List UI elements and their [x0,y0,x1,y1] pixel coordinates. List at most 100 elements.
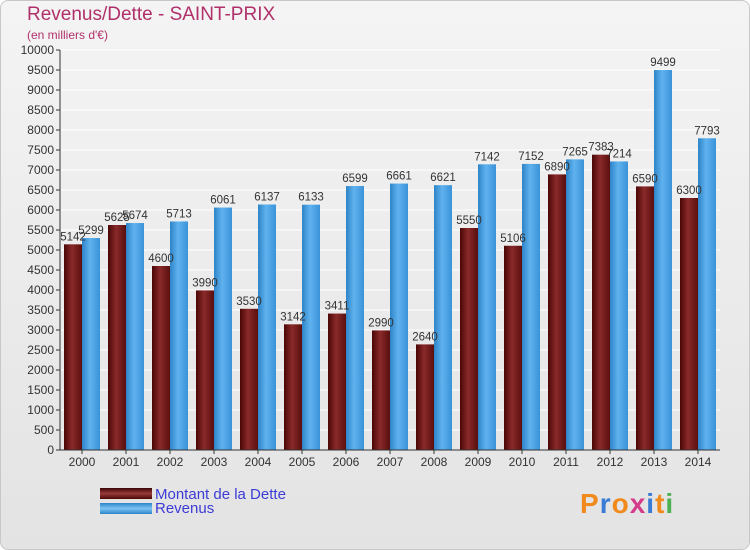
x-tick-label: 2003 [201,455,228,469]
x-tick-label: 2007 [377,455,404,469]
bar-revenus-label: 6661 [386,171,412,183]
bar-dette [680,198,698,450]
bar-dette [284,324,302,450]
x-tick-label: 2013 [641,455,668,469]
bar-revenus [566,159,584,450]
bar-dette [328,313,346,450]
bar-dette-label: 6590 [632,173,658,185]
bar-revenus-label: 7214 [606,148,632,160]
logo-letter: r [599,488,612,519]
bar-dette [240,308,258,450]
y-tick-label: 5500 [27,223,54,237]
bar-revenus-label: 7793 [694,125,720,137]
logo-letter: i [646,488,656,519]
y-tick-label: 0 [47,443,54,457]
bar-dette [548,174,566,450]
bar-revenus [170,221,188,450]
bar-revenus [214,207,232,450]
legend-swatch-dette [100,488,152,499]
axes: 0 500 1000 1500 2000 2500 3000 3500 4000 4500 5000… [21,43,720,469]
proxiti-logo: Proxiti [580,488,674,520]
bar-dette [372,330,390,450]
bar-revenus-label: 6599 [342,173,368,185]
bar-dette [196,290,214,450]
bar-dette-label: 2640 [412,331,438,343]
bar-revenus [302,204,320,450]
bar-revenus [522,163,540,451]
legend-label-dette: Montant de la Dette [155,486,286,503]
y-tick-label: 8000 [27,123,54,137]
x-tick-label: 2014 [685,455,712,469]
y-tick-label: 1000 [27,403,54,417]
bar-revenus [390,183,408,450]
bar-revenus [434,185,452,450]
bar-revenus-label: 6061 [210,195,236,207]
bar-revenus [610,161,628,450]
bar-dette [504,245,522,450]
bar-revenus-label: 6133 [298,192,324,204]
x-tick-label: 2008 [421,455,448,469]
bar-dette [636,186,654,450]
bar-dette [108,225,126,450]
bar-revenus [346,186,364,451]
legend: Montant de la Dette Revenus [100,486,286,517]
bar-revenus-label: 7142 [474,151,500,163]
bar-revenus [478,164,496,450]
x-tick-label: 2012 [597,455,624,469]
bar-revenus-label: 9499 [650,57,676,69]
y-tick-label: 10000 [21,43,55,57]
bar-dette-label: 5625 [104,212,130,224]
bar-revenus-label: 5674 [122,210,148,222]
y-tick-label: 6500 [27,183,54,197]
logo-letter: x [629,488,647,519]
bar-dette-label: 3530 [236,296,262,308]
x-tick-label: 2009 [465,455,492,469]
x-tick-label: 2011 [553,455,579,469]
y-tick-label: 8500 [27,103,54,117]
bar-revenus-label: 5713 [166,208,192,220]
y-tick-label: 5000 [27,243,54,257]
bar-dette [460,228,478,450]
bar-revenus [258,204,276,450]
bar-dette-label: 6300 [676,185,702,197]
bar-dette-label: 4600 [148,253,174,265]
y-tick-label: 7000 [27,163,54,177]
logo-letter: P [580,488,600,519]
bar-revenus [126,223,144,450]
y-tick-label: 7500 [27,143,54,157]
bar-dette [592,154,610,450]
y-tick-label: 2500 [27,343,54,357]
legend-label-revenus: Revenus [155,500,214,517]
bar-revenus-label: 5299 [78,225,104,237]
y-tick-label: 3000 [27,323,54,337]
bar-dette [416,344,434,450]
bar-dette-label: 5550 [456,215,482,227]
x-tick-label: 2006 [333,455,360,469]
bar-dette-label: 3411 [325,301,350,313]
logo-letter: i [665,488,675,519]
bar-dette-label: 5142 [60,231,86,243]
bar-revenus-label: 7152 [518,151,544,163]
chart-subtitle: (en milliers d'€) [27,28,108,42]
bar-revenus-label: 6621 [430,172,456,184]
chart-title: Revenus/Dette - SAINT-PRIX [27,4,276,25]
y-tick-label: 4500 [27,263,54,277]
legend-swatch-revenus [100,503,152,514]
bar-dette-label: 6890 [544,161,570,173]
bar-dette-label: 5106 [500,233,526,245]
y-tick-label: 3500 [27,303,54,317]
y-tick-label: 4000 [27,283,54,297]
logo-letter: o [611,488,630,519]
bar-revenus-label: 6137 [254,192,280,204]
bar-dette-label: 2990 [368,317,394,329]
x-tick-label: 2004 [245,455,272,469]
bars [64,70,716,451]
x-tick-label: 2001 [113,455,140,469]
bar-dette-label: 3142 [280,311,306,323]
logo-letter: t [655,488,666,519]
bar-dette-label: 3990 [192,277,218,289]
x-tick-label: 2010 [509,455,536,469]
y-tick-label: 9000 [27,83,54,97]
